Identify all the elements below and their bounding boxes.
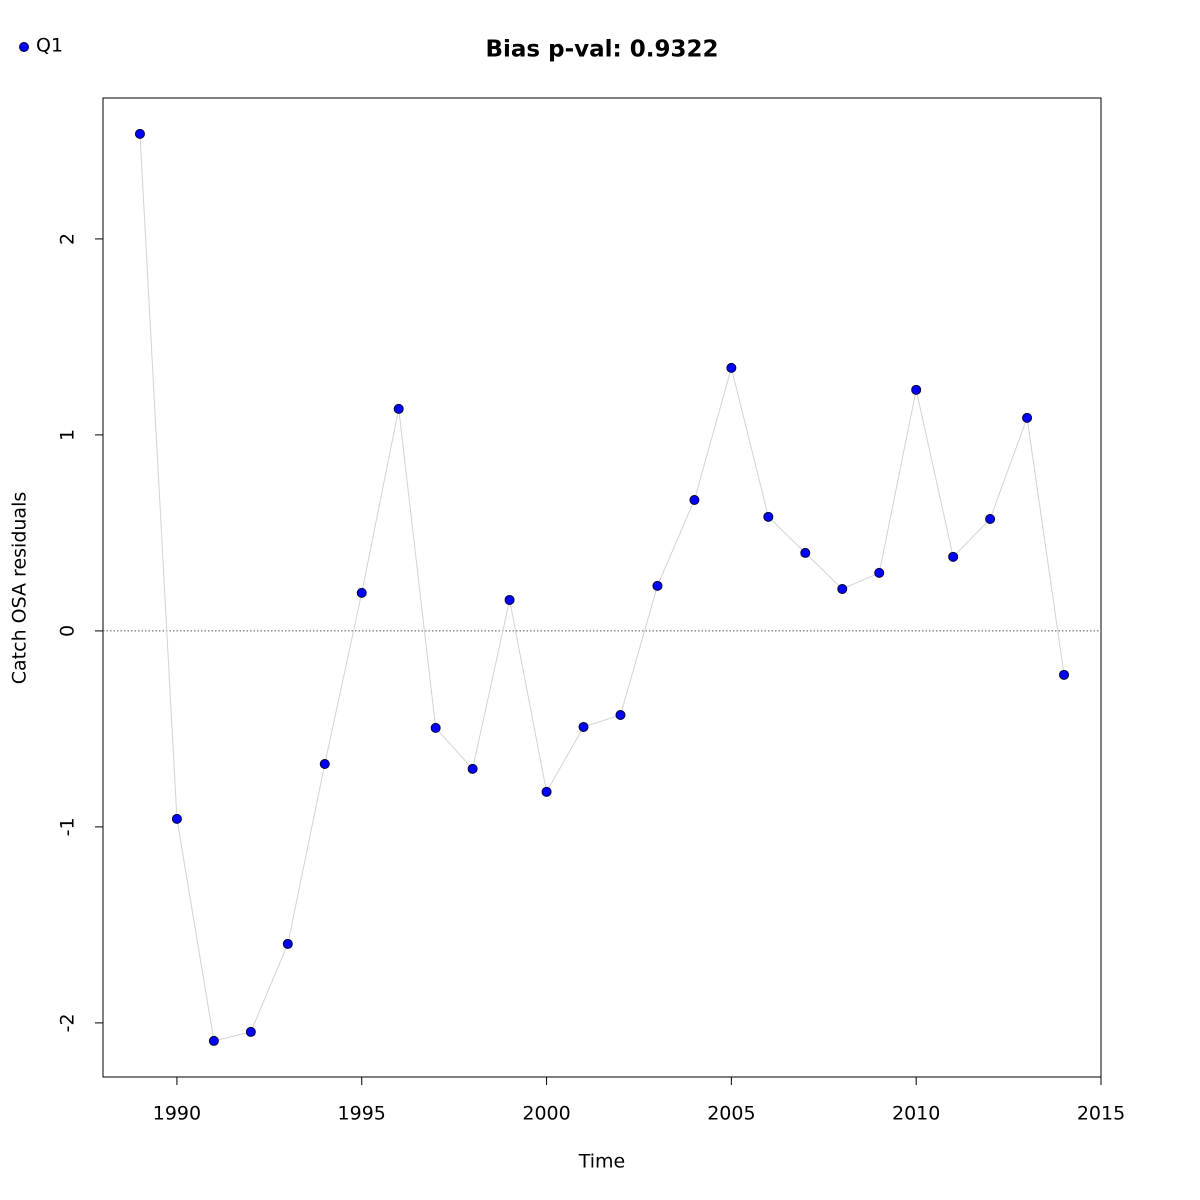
- x-tick-label: 2000: [522, 1103, 570, 1125]
- x-tick-label: 1995: [338, 1103, 386, 1125]
- x-axis-label: Time: [578, 1151, 626, 1173]
- point: [356, 587, 367, 598]
- point: [948, 551, 959, 562]
- point: [171, 813, 182, 824]
- point: [319, 758, 330, 769]
- point: [615, 709, 626, 720]
- y-tick-label: 2: [57, 233, 79, 245]
- legend-label: Q1: [36, 35, 63, 57]
- point: [504, 594, 515, 605]
- chart-title: Bias p-val: 0.9322: [486, 37, 719, 63]
- point: [541, 786, 552, 797]
- point: [726, 362, 737, 373]
- y-tick-label: 0: [57, 625, 79, 637]
- point: [800, 547, 811, 558]
- point: [1022, 412, 1033, 423]
- point: [652, 580, 663, 591]
- point: [578, 721, 589, 732]
- point: [282, 938, 293, 949]
- point: [837, 583, 848, 594]
- point: [874, 567, 885, 578]
- point: [1059, 669, 1070, 680]
- point: [985, 513, 996, 524]
- point: [245, 1026, 256, 1037]
- point: [689, 494, 700, 505]
- point: [911, 384, 922, 395]
- point: [393, 403, 404, 414]
- point: [430, 722, 441, 733]
- y-tick-label: -2: [57, 1013, 79, 1032]
- legend-marker: [19, 42, 29, 52]
- y-tick-label: 1: [57, 429, 79, 441]
- point: [763, 511, 774, 522]
- point: [208, 1035, 219, 1046]
- series-line: [139, 133, 1065, 1042]
- y-tick-label: -1: [57, 817, 79, 836]
- x-tick-label: 1990: [153, 1103, 201, 1125]
- point: [467, 763, 478, 774]
- point: [134, 128, 145, 139]
- x-tick-label: 2010: [892, 1103, 940, 1125]
- plot-frame: [102, 97, 1102, 1078]
- y-axis-label: Catch OSA residuals: [9, 492, 31, 684]
- x-tick-label: 2015: [1077, 1103, 1125, 1125]
- x-tick-label: 2005: [707, 1103, 755, 1125]
